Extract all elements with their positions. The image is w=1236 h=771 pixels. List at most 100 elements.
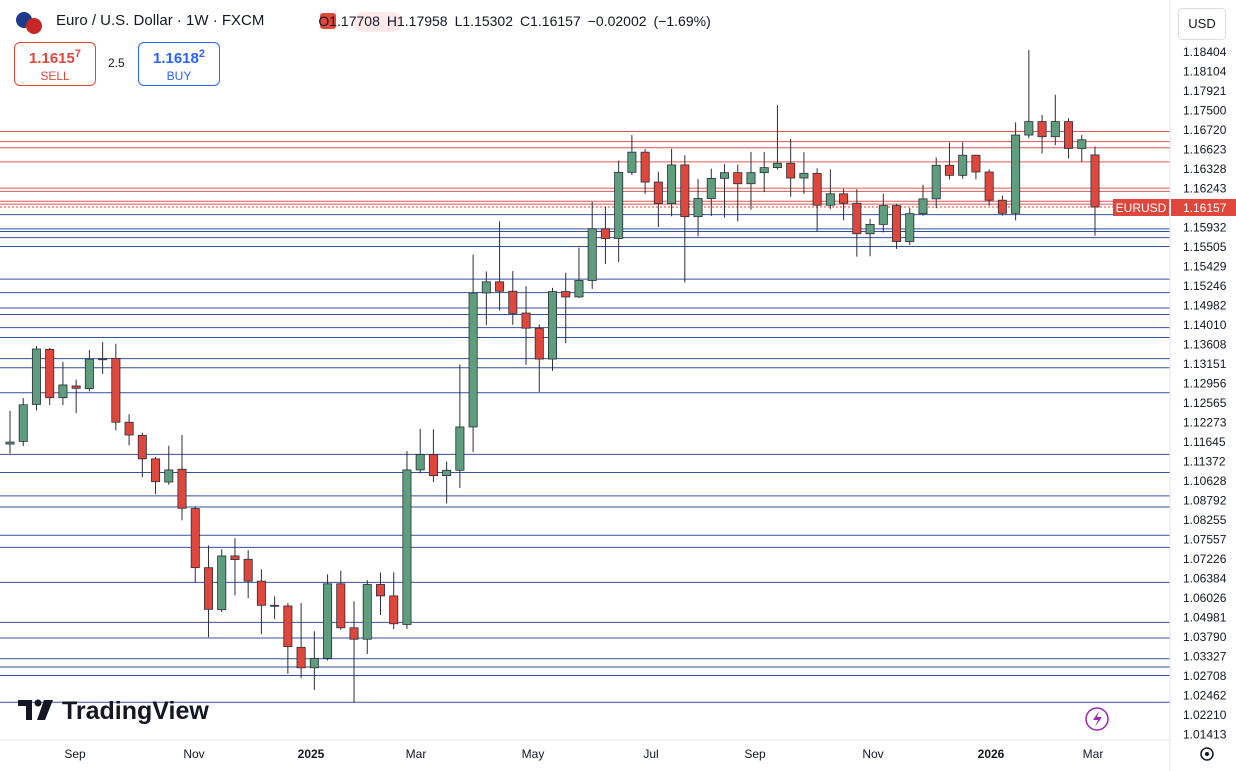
- candle-body: [296, 646, 306, 669]
- price-label: 1.15429: [1183, 260, 1227, 274]
- price-label: 1.18404: [1183, 45, 1227, 59]
- candle-body: [375, 584, 385, 597]
- pip: 7: [74, 48, 81, 60]
- buy-price: 1.16182: [139, 48, 219, 67]
- price: 1.1618: [152, 50, 199, 67]
- alert-icon[interactable]: [1093, 711, 1102, 727]
- market-status-icon: [320, 13, 336, 29]
- candle-body: [931, 164, 941, 200]
- logo-mark: [34, 699, 42, 707]
- candle-body: [720, 172, 730, 179]
- time-label: 2025: [298, 747, 325, 761]
- sell-label: SELL: [40, 69, 70, 83]
- candle-body: [574, 280, 584, 298]
- candle-body: [944, 164, 954, 176]
- ohlc-high: H1.17958: [387, 13, 448, 29]
- candle-body: [958, 154, 968, 176]
- candle-body: [706, 177, 716, 199]
- candle-body: [600, 228, 610, 239]
- candle-body: [878, 205, 888, 225]
- price-label: 1.17921: [1183, 84, 1227, 98]
- value: 1.15302: [462, 12, 513, 29]
- candle-body: [984, 171, 994, 201]
- candle-body: [786, 162, 796, 179]
- ohlc-close: C1.16157: [520, 13, 581, 29]
- candle-body: [309, 657, 319, 669]
- time-label: Sep: [744, 747, 766, 761]
- price-label: 1.16243: [1183, 182, 1227, 196]
- price-label: 1.16720: [1183, 123, 1227, 137]
- settings-icon[interactable]: [1205, 752, 1209, 756]
- candle-body: [627, 151, 637, 173]
- price-label: 1.07557: [1183, 533, 1227, 547]
- candle-body: [640, 151, 650, 183]
- time-label: May: [522, 747, 545, 761]
- value: 1.17958: [396, 12, 448, 29]
- price-label: 1.02210: [1183, 708, 1227, 722]
- candle-body: [918, 198, 928, 215]
- candle-body: [825, 193, 835, 206]
- candle-body: [45, 348, 55, 399]
- candle-body: [71, 385, 81, 389]
- candle-body: [892, 205, 902, 242]
- candle-body: [508, 290, 518, 314]
- ticker-tag-text: EURUSD: [1116, 201, 1167, 215]
- candle-body: [137, 434, 147, 460]
- ticker-tag: [1113, 199, 1169, 216]
- price-label: 1.15505: [1183, 240, 1227, 254]
- candle-body: [1037, 121, 1047, 138]
- price-label: 1.11645: [1183, 435, 1226, 449]
- candle-body: [839, 193, 849, 204]
- sell-price: 1.16157: [15, 48, 95, 67]
- candle-body: [799, 172, 809, 179]
- ohlc-low: L1.15302: [455, 13, 513, 29]
- candle-body: [428, 454, 438, 477]
- buy-button[interactable]: 1.16182 BUY: [138, 42, 220, 86]
- alert-icon[interactable]: [1085, 707, 1109, 731]
- candle-body: [865, 223, 875, 235]
- candle-body: [442, 469, 452, 477]
- time-label: Mar: [1083, 747, 1104, 761]
- price-label: 1.12273: [1183, 416, 1227, 430]
- candle-body: [812, 172, 822, 206]
- candle-body: [614, 171, 624, 239]
- candle-body: [971, 154, 981, 173]
- logo: TradingView: [18, 697, 209, 725]
- candle-body: [772, 162, 782, 169]
- candle-body: [217, 555, 227, 611]
- price-label: 1.11372: [1183, 455, 1226, 469]
- candle-body: [495, 281, 505, 292]
- candle-body: [468, 292, 478, 428]
- candle-body: [1024, 121, 1034, 136]
- currency-button[interactable]: USD: [1178, 8, 1226, 40]
- prefix: L: [454, 12, 463, 29]
- sell-button[interactable]: 1.16157 SELL: [14, 42, 96, 86]
- price-label: 1.13151: [1183, 357, 1227, 371]
- candle-body: [18, 404, 28, 442]
- price-label: 1.02462: [1183, 689, 1227, 703]
- prefix: C: [520, 12, 531, 29]
- price-label: 1.06384: [1183, 572, 1227, 586]
- time-label: Nov: [183, 747, 204, 761]
- price-label: 1.13608: [1183, 338, 1227, 352]
- time-label: 2026: [978, 747, 1005, 761]
- header: Euro / U.S. Dollar · 1W · FXCM O1.17708 …: [56, 12, 711, 29]
- candle-body: [481, 281, 491, 294]
- candle-body: [362, 584, 372, 640]
- candle-body: [151, 458, 161, 483]
- change: −0.02002: [587, 12, 647, 29]
- compare-toggle[interactable]: [354, 12, 402, 32]
- candle-body: [402, 469, 412, 625]
- price: 1.1615: [28, 50, 75, 67]
- candle-body: [455, 426, 465, 471]
- candle-body: [5, 441, 15, 445]
- symbol-title: Euro / U.S. Dollar · 1W · FXCM: [56, 12, 265, 29]
- ohlc-open: O1.17708: [318, 13, 380, 29]
- logo-mark: [37, 700, 53, 720]
- value: 1.17708: [329, 12, 380, 29]
- candle-body: [415, 454, 425, 471]
- settings-icon[interactable]: [1200, 747, 1214, 761]
- price-label: 1.17500: [1183, 104, 1227, 118]
- prefix: O: [318, 12, 330, 29]
